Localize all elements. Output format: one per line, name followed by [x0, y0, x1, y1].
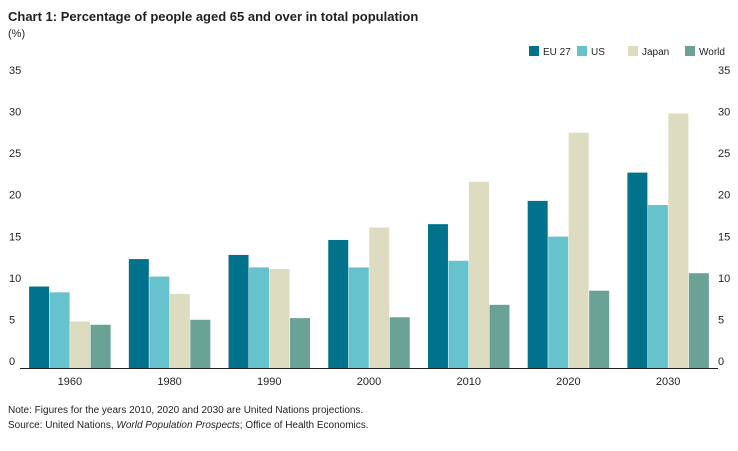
- bar-eu-27: [627, 172, 648, 368]
- bar-us: [548, 236, 569, 368]
- bar-world: [389, 317, 410, 368]
- bar-eu-27: [228, 254, 249, 368]
- y-tick-label-left: 20: [9, 190, 21, 202]
- y-tick-label-right: 15: [718, 231, 730, 243]
- bar-japan: [169, 294, 190, 368]
- y-tick-label-right: 35: [718, 65, 730, 77]
- x-tick-label: 2020: [556, 376, 580, 388]
- legend-swatch: [577, 46, 587, 56]
- y-tick-label-left: 0: [9, 356, 15, 368]
- bar-us: [49, 292, 70, 368]
- y-tick-label-left: 15: [9, 231, 21, 243]
- y-tick-label-right: 25: [718, 148, 730, 160]
- y-tick-label-right: 20: [718, 190, 730, 202]
- bar-japan: [269, 269, 290, 368]
- x-tick-label: 2010: [456, 376, 480, 388]
- legend-swatch: [685, 46, 695, 56]
- bar-world: [489, 304, 510, 368]
- bar-japan: [568, 132, 589, 368]
- bar-japan: [369, 227, 390, 368]
- source-suffix: ; Office of Health Economics.: [239, 420, 369, 431]
- x-tick-label: 1980: [157, 376, 181, 388]
- bar-us: [448, 260, 469, 368]
- bar-japan: [468, 181, 489, 368]
- bar-us: [249, 267, 270, 368]
- x-tick-label: 2000: [357, 376, 381, 388]
- y-tick-label-right: 10: [718, 273, 730, 285]
- legend-label: Japan: [642, 47, 669, 58]
- y-tick-label-left: 25: [9, 148, 21, 160]
- bar-eu-27: [328, 239, 349, 368]
- y-tick-label-left: 30: [9, 107, 21, 119]
- y-tick-label-left: 5: [9, 314, 15, 326]
- x-tick-label: 1960: [58, 376, 82, 388]
- legend-swatch: [529, 46, 539, 56]
- bar-eu-27: [527, 200, 548, 368]
- bar-world: [589, 290, 610, 368]
- chart-title: Chart 1: Percentage of people aged 65 an…: [8, 9, 419, 24]
- bar-japan: [70, 321, 91, 368]
- bar-us: [647, 205, 668, 368]
- legend-label: US: [591, 47, 605, 58]
- bar-eu-27: [427, 224, 448, 368]
- x-tick-label: 1990: [257, 376, 281, 388]
- legend-label: World: [699, 47, 725, 58]
- y-tick-label-right: 0: [718, 356, 724, 368]
- bar-world: [190, 319, 211, 368]
- unit-label: (%): [8, 28, 26, 40]
- source-prefix: Source: United Nations,: [8, 420, 117, 431]
- bar-eu-27: [128, 259, 149, 368]
- y-tick-label-right: 5: [718, 314, 724, 326]
- bar-world: [290, 318, 311, 368]
- y-tick-label-left: 10: [9, 273, 21, 285]
- legend-swatch: [628, 46, 638, 56]
- y-tick-label-right: 30: [718, 107, 730, 119]
- x-tick-label: 2030: [656, 376, 680, 388]
- note-line: Note: Figures for the years 2010, 2020 a…: [8, 405, 364, 416]
- y-tick-label-left: 35: [9, 65, 21, 77]
- bar-us: [348, 267, 369, 368]
- bar-world: [90, 324, 111, 368]
- bar-world: [688, 273, 709, 368]
- bar-japan: [668, 113, 689, 368]
- bar-eu-27: [29, 286, 50, 368]
- legend-label: EU 27: [543, 47, 571, 58]
- source-title: World Population Prospects: [116, 420, 240, 431]
- bar-us: [149, 276, 170, 368]
- chart-note: Note: Figures for the years 2010, 2020 a…: [8, 403, 369, 433]
- source-line: Source: United Nations, World Population…: [8, 418, 369, 433]
